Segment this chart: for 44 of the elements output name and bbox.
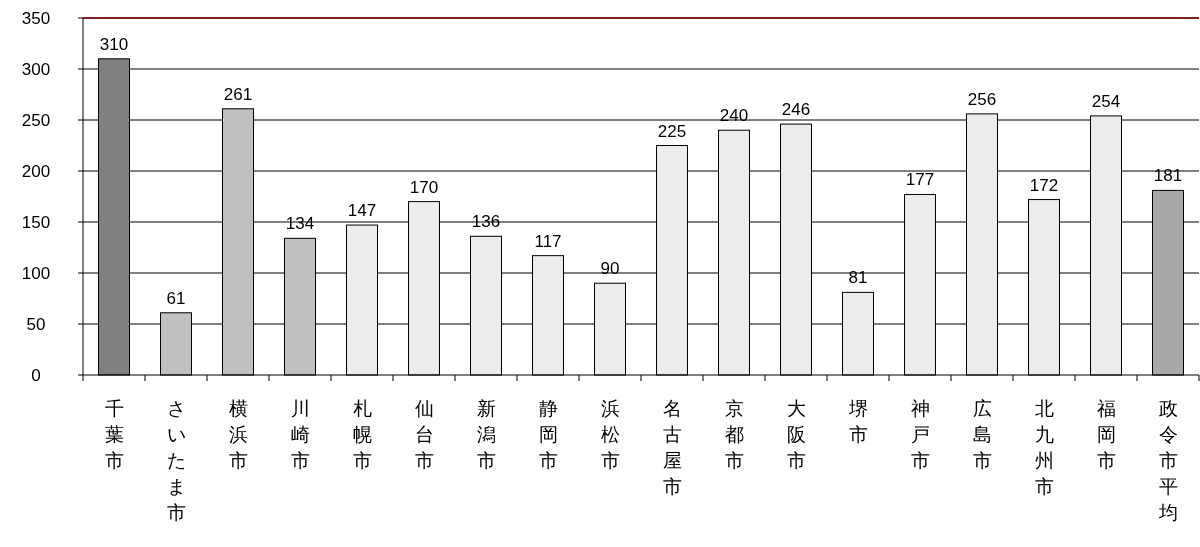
data-label: 117	[534, 231, 562, 251]
x-tick-label: 静岡市	[538, 398, 558, 471]
x-tick-label: 横浜市	[228, 398, 248, 471]
y-tick-label: 150	[21, 213, 51, 232]
x-tick-label: 神戸市	[910, 398, 930, 471]
x-tick-label: 広島市	[972, 398, 992, 471]
data-label: 261	[223, 84, 253, 104]
x-tick-label: 札幌市	[352, 398, 372, 471]
y-tick-label: 300	[21, 60, 51, 79]
data-label: 172	[1029, 175, 1059, 195]
data-label: 134	[285, 214, 315, 234]
data-label: 181	[1153, 166, 1183, 186]
x-tick-label: 福岡市	[1096, 398, 1116, 471]
y-tick-label: 50	[26, 315, 46, 334]
data-label: 225	[657, 121, 687, 141]
data-label: 256	[967, 89, 997, 109]
y-tick-label: 200	[21, 162, 51, 181]
x-tick-label: 大阪市	[786, 398, 806, 471]
x-tick-label: 川崎市	[290, 398, 310, 471]
x-tick-label: 堺市	[847, 398, 868, 445]
y-tick-label: 250	[21, 111, 51, 130]
x-tick-label: 政令市平均	[1157, 398, 1178, 523]
data-label: 90	[600, 259, 620, 279]
x-tick-label: 北九州市	[1034, 398, 1054, 497]
data-label: 240	[719, 106, 749, 126]
y-tick-label: 0	[31, 366, 41, 385]
x-tick-label: 浜松市	[600, 398, 620, 471]
x-tick-label: 千葉市	[104, 398, 124, 471]
data-label: 254	[1091, 91, 1121, 111]
data-label: 61	[166, 288, 186, 308]
data-label: 81	[848, 268, 868, 288]
x-tick-label: 名古屋市	[662, 398, 682, 497]
x-tick-label: 新潟市	[476, 398, 496, 471]
data-label: 246	[781, 100, 811, 120]
data-label: 310	[99, 34, 129, 54]
x-tick-label: 仙台市	[414, 398, 434, 471]
data-label: 177	[905, 170, 935, 190]
data-label: 147	[347, 201, 377, 221]
data-label: 170	[409, 177, 439, 197]
data-label: 136	[471, 212, 501, 232]
y-tick-label: 100	[21, 264, 51, 283]
x-tick-label: さいたま市	[166, 398, 186, 523]
y-tick-label: 350	[21, 9, 51, 28]
x-tick-label: 京都市	[724, 398, 744, 471]
